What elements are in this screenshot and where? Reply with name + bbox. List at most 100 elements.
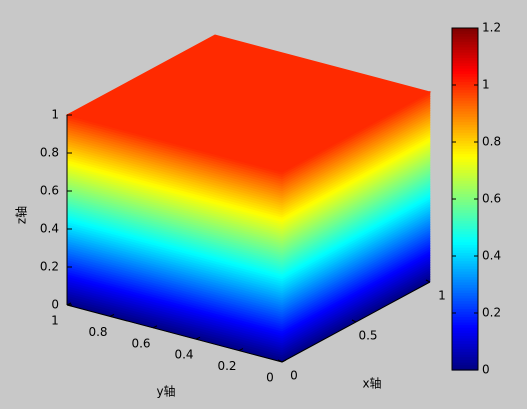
colorbar-strip: [452, 220, 478, 224]
colorbar-strip: [452, 348, 478, 352]
colorbar-strip: [452, 244, 478, 248]
colorbar-strip: [452, 164, 478, 168]
y-tick-label: 0.2: [217, 359, 236, 373]
y-tick-label: 0.4: [174, 348, 193, 362]
colorbar-strip: [452, 364, 478, 368]
colorbar-strip: [452, 279, 478, 283]
colorbar-strip: [452, 92, 478, 96]
colorbar-strip: [452, 311, 478, 315]
y-tick: [238, 348, 244, 352]
colorbar-strip: [452, 185, 478, 189]
colorbar-strip: [452, 257, 478, 262]
y-tick-label: 0: [266, 371, 274, 385]
colorbar-strip: [452, 145, 478, 149]
colorbar-strip: [452, 292, 478, 296]
colorbar-strip: [452, 359, 478, 363]
colorbar-strip: [452, 361, 478, 366]
colorbar-strip: [452, 367, 478, 371]
colorbar-strip: [452, 140, 478, 144]
colorbar-strip: [452, 271, 478, 275]
colorbar-strip: [452, 78, 478, 83]
colorbar-strip: [452, 172, 478, 176]
colorbar-tick-label: 0.4: [482, 249, 501, 263]
colorbar-strip: [452, 142, 478, 147]
x-axis-label: x轴: [362, 376, 381, 391]
colorbar-strip: [452, 236, 478, 240]
colorbar-strip: [452, 150, 478, 155]
colorbar-strip: [452, 153, 478, 157]
colorbar-strip: [452, 340, 478, 344]
x-tick-label: 1: [438, 289, 446, 303]
colorbar-strip: [452, 239, 478, 243]
colorbar-strip: [452, 89, 478, 93]
z-axis-label: z轴: [14, 206, 29, 224]
y-tick: [66, 302, 72, 306]
colorbar-strip: [452, 158, 478, 163]
colorbar-strip: [452, 201, 478, 205]
z-tick-label: 0.8: [40, 146, 59, 160]
x-tick: [277, 359, 283, 363]
colorbar-strip: [452, 190, 478, 195]
colorbar-strip: [452, 126, 478, 131]
colorbar-strip: [452, 223, 478, 227]
colorbar-strip: [452, 100, 478, 104]
y-tick: [195, 336, 201, 340]
colorbar-strip: [452, 321, 478, 326]
colorbar-strip: [452, 303, 478, 307]
colorbar-strip: [452, 316, 478, 320]
colorbar-strip: [452, 335, 478, 339]
colorbar-tick-label: 0.6: [482, 192, 501, 206]
colorbar-strip: [452, 60, 478, 64]
y-axis-line: [66, 304, 283, 363]
colorbar-strip: [452, 57, 478, 61]
colorbar-strip: [452, 300, 478, 304]
x-tick-label: 0.5: [358, 329, 377, 343]
colorbar-strip: [452, 49, 478, 53]
colorbar-tick-label: 1.2: [482, 21, 501, 35]
colorbar-strip: [452, 319, 478, 323]
z-tick-label: 0.4: [40, 222, 59, 236]
colorbar-strip: [452, 260, 478, 264]
y-tick-label: 1: [51, 314, 59, 328]
colorbar-strip: [452, 156, 478, 160]
colorbar-strip: [452, 276, 478, 280]
y-tick-label: 0.6: [131, 336, 150, 350]
colorbar-strip: [452, 241, 478, 246]
colorbar-strip: [452, 41, 478, 45]
colorbar-strip: [452, 327, 478, 331]
colorbar-strip: [452, 295, 478, 299]
colorbar-strip: [452, 231, 478, 235]
colorbar-strip: [452, 329, 478, 334]
colorbar-strip: [452, 177, 478, 181]
colorbar-strip: [452, 233, 478, 238]
colorbar-strip: [452, 116, 478, 120]
colorbar-tick-label: 0: [482, 363, 490, 377]
x-tick-label: 0: [290, 369, 298, 383]
colorbar-strip: [452, 207, 478, 211]
colorbar-strip: [452, 161, 478, 165]
surface-top: [65, 34, 432, 173]
colorbar-strip: [452, 225, 478, 229]
z-tick-label: 1: [51, 108, 59, 122]
colorbar-tick-label: 0.2: [482, 306, 501, 320]
colorbar-strip: [452, 343, 478, 347]
x-tick: [351, 319, 357, 323]
colorbar-strip: [452, 345, 478, 350]
colorbar-strip: [452, 297, 478, 302]
colorbar-strip: [452, 46, 478, 50]
colorbar-strip: [452, 212, 478, 216]
colorbar-strip: [452, 337, 478, 342]
colorbar-strip: [452, 44, 478, 48]
colorbar-strip: [452, 169, 478, 173]
colorbar-strip: [452, 252, 478, 256]
colorbar-strip: [452, 268, 478, 272]
colorbar-strip: [452, 180, 478, 184]
colorbar-strip: [452, 263, 478, 267]
colorbar-strip: [452, 217, 478, 221]
y-tick: [152, 325, 158, 329]
colorbar-strip: [452, 86, 478, 91]
colorbar-strip: [452, 265, 478, 270]
colorbar-strip: [452, 182, 478, 187]
colorbar-strip: [452, 313, 478, 318]
